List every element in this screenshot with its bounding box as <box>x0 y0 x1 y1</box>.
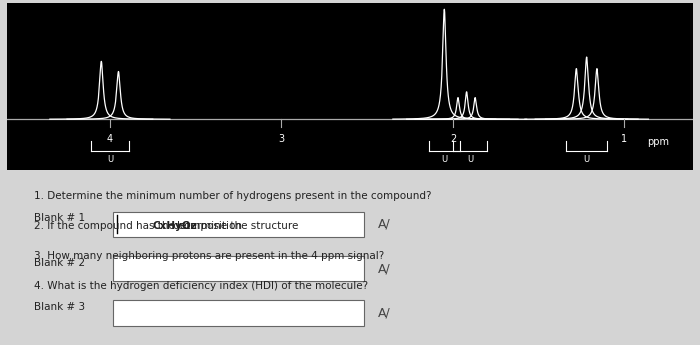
FancyBboxPatch shape <box>113 211 364 237</box>
FancyBboxPatch shape <box>113 300 364 326</box>
Text: 2: 2 <box>450 135 456 145</box>
Text: 1. Determine the minimum number of hydrogens present in the compound?: 1. Determine the minimum number of hydro… <box>34 191 432 201</box>
Text: 4. What is the hydrogen deficiency index (HDI) of the molecule?: 4. What is the hydrogen deficiency index… <box>34 281 369 291</box>
Text: 3: 3 <box>279 135 284 145</box>
Text: CxHyOz: CxHyOz <box>152 221 197 231</box>
Text: U: U <box>441 156 447 165</box>
Text: U: U <box>584 156 589 165</box>
Text: U: U <box>467 156 473 165</box>
Text: A/: A/ <box>377 218 390 231</box>
Text: 2. If the compound has the composition: 2. If the compound has the composition <box>34 221 246 231</box>
Text: Blank # 1: Blank # 1 <box>34 213 85 223</box>
Text: ppm: ppm <box>647 138 668 148</box>
FancyBboxPatch shape <box>113 256 364 281</box>
Text: Blank # 2: Blank # 2 <box>34 257 85 267</box>
Text: 3. How many neighboring protons are present in the 4 ppm signal?: 3. How many neighboring protons are pres… <box>34 251 385 261</box>
Text: U: U <box>107 156 113 165</box>
Text: A/: A/ <box>377 306 390 319</box>
Text: A/: A/ <box>377 262 390 275</box>
Text: Blank # 3: Blank # 3 <box>34 302 85 312</box>
Text: 4: 4 <box>107 135 113 145</box>
Text: 1: 1 <box>622 135 627 145</box>
Text: determine the structure: determine the structure <box>170 221 299 231</box>
